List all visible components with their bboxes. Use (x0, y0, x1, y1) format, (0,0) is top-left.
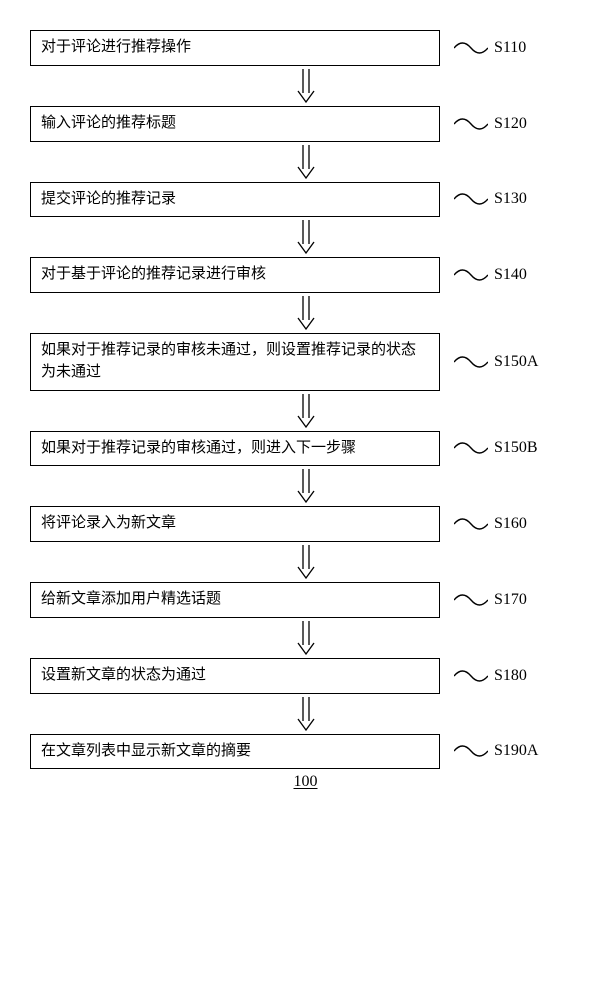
step-box: 输入评论的推荐标题 (30, 106, 440, 142)
arrow-wrap (101, 296, 511, 330)
step-row: 提交评论的推荐记录 S130 (30, 182, 581, 218)
step-label: S190A (494, 742, 538, 760)
connector-sine-icon (454, 354, 488, 370)
arrow-down-icon (296, 697, 316, 731)
step-label: S170 (494, 591, 527, 609)
arrow-down-icon (296, 394, 316, 428)
step-label: S150B (494, 439, 538, 457)
arrow-wrap (101, 394, 511, 428)
flowchart: 对于评论进行推荐操作 S110 输入评论的推荐标题 S120 (30, 30, 581, 791)
step-row: 在文章列表中显示新文章的摘要 S190A (30, 734, 581, 770)
step-label-area: S110 (454, 39, 526, 57)
arrow-wrap (101, 69, 511, 103)
connector-sine-icon (454, 191, 488, 207)
arrow-down-icon (296, 69, 316, 103)
arrow-wrap (101, 220, 511, 254)
step-row: 如果对于推荐记录的审核通过，则进入下一步骤 S150B (30, 431, 581, 467)
arrow-wrap (101, 621, 511, 655)
arrow-down-icon (296, 545, 316, 579)
step-text: 如果对于推荐记录的审核未通过，则设置推荐记录的状态为未通过 (41, 340, 429, 384)
step-row: 给新文章添加用户精选话题 S170 (30, 582, 581, 618)
step-text: 提交评论的推荐记录 (41, 189, 176, 211)
step-label-area: S150B (454, 439, 538, 457)
step-box: 对于基于评论的推荐记录进行审核 (30, 257, 440, 293)
step-label-area: S140 (454, 266, 527, 284)
step-label: S160 (494, 515, 527, 533)
connector-sine-icon (454, 743, 488, 759)
step-box: 如果对于推荐记录的审核通过，则进入下一步骤 (30, 431, 440, 467)
step-text: 输入评论的推荐标题 (41, 113, 176, 135)
step-label: S180 (494, 667, 527, 685)
arrow-down-icon (296, 220, 316, 254)
step-row: 如果对于推荐记录的审核未通过，则设置推荐记录的状态为未通过 S150A (30, 333, 581, 391)
arrow-wrap (101, 697, 511, 731)
connector-sine-icon (454, 516, 488, 532)
step-label: S120 (494, 115, 527, 133)
step-box: 设置新文章的状态为通过 (30, 658, 440, 694)
step-text: 在文章列表中显示新文章的摘要 (41, 741, 251, 763)
step-row: 输入评论的推荐标题 S120 (30, 106, 581, 142)
arrow-down-icon (296, 145, 316, 179)
step-label-area: S150A (454, 353, 538, 371)
step-label: S110 (494, 39, 526, 57)
connector-sine-icon (454, 267, 488, 283)
step-box: 将评论录入为新文章 (30, 506, 440, 542)
connector-sine-icon (454, 116, 488, 132)
arrow-wrap (101, 145, 511, 179)
step-box: 如果对于推荐记录的审核未通过，则设置推荐记录的状态为未通过 (30, 333, 440, 391)
step-label-area: S160 (454, 515, 527, 533)
step-label-area: S180 (454, 667, 527, 685)
step-box: 对于评论进行推荐操作 (30, 30, 440, 66)
step-box: 在文章列表中显示新文章的摘要 (30, 734, 440, 770)
step-text: 将评论录入为新文章 (41, 513, 176, 535)
connector-sine-icon (454, 440, 488, 456)
step-text: 设置新文章的状态为通过 (41, 665, 206, 687)
step-label: S130 (494, 190, 527, 208)
step-text: 对于评论进行推荐操作 (41, 37, 191, 59)
arrow-down-icon (296, 296, 316, 330)
arrow-down-icon (296, 469, 316, 503)
arrow-wrap (101, 469, 511, 503)
arrow-down-icon (296, 621, 316, 655)
step-text: 如果对于推荐记录的审核通过，则进入下一步骤 (41, 438, 356, 460)
figure-number: 100 (101, 773, 511, 791)
connector-sine-icon (454, 592, 488, 608)
arrow-wrap (101, 545, 511, 579)
step-row: 设置新文章的状态为通过 S180 (30, 658, 581, 694)
step-row: 对于基于评论的推荐记录进行审核 S140 (30, 257, 581, 293)
step-row: 对于评论进行推荐操作 S110 (30, 30, 581, 66)
step-label-area: S130 (454, 190, 527, 208)
step-box: 给新文章添加用户精选话题 (30, 582, 440, 618)
step-text: 对于基于评论的推荐记录进行审核 (41, 264, 266, 286)
step-label-area: S170 (454, 591, 527, 609)
step-box: 提交评论的推荐记录 (30, 182, 440, 218)
step-row: 将评论录入为新文章 S160 (30, 506, 581, 542)
step-label: S150A (494, 353, 538, 371)
step-label-area: S190A (454, 742, 538, 760)
step-label-area: S120 (454, 115, 527, 133)
step-label: S140 (494, 266, 527, 284)
connector-sine-icon (454, 668, 488, 684)
connector-sine-icon (454, 40, 488, 56)
step-text: 给新文章添加用户精选话题 (41, 589, 221, 611)
